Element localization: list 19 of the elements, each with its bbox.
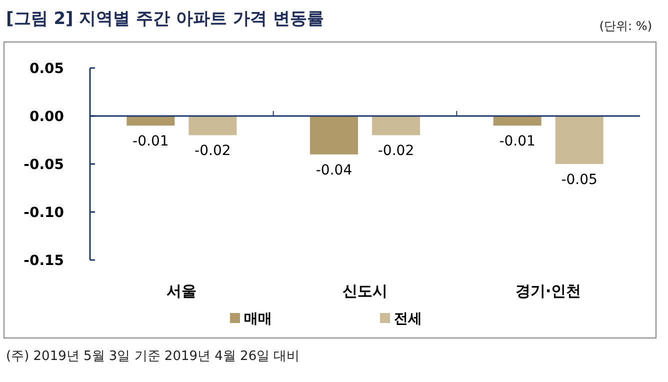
y-tick-label: -0.05 [24,157,64,173]
data-label: -0.05 [561,172,598,188]
y-tick-label: 0.05 [29,61,64,77]
y-tick-label: -0.15 [24,253,64,269]
legend-label: 매매 [244,311,272,327]
data-label: -0.02 [194,143,231,160]
legend-label: 전세 [394,311,422,327]
data-label: -0.01 [132,134,169,150]
x-tick-label: 신도시 [342,282,388,300]
text: (주) 2019년 5월 3일 기준 2019년 4월 26일 대비 [6,349,300,364]
y-tick-label: -0.10 [24,205,64,221]
x-tick-label: 서울 [166,282,197,300]
x-tick-label: 경기·인천 [515,282,582,300]
text: (단위: %) [599,19,652,33]
data-label: -0.02 [378,143,414,160]
title: [그림 2] 지역별 주간 아파트 가격 변동률 [6,9,324,29]
y-tick-label: 0.00 [29,109,64,125]
data-label: -0.04 [316,162,352,178]
data-label: -0.01 [499,134,536,150]
